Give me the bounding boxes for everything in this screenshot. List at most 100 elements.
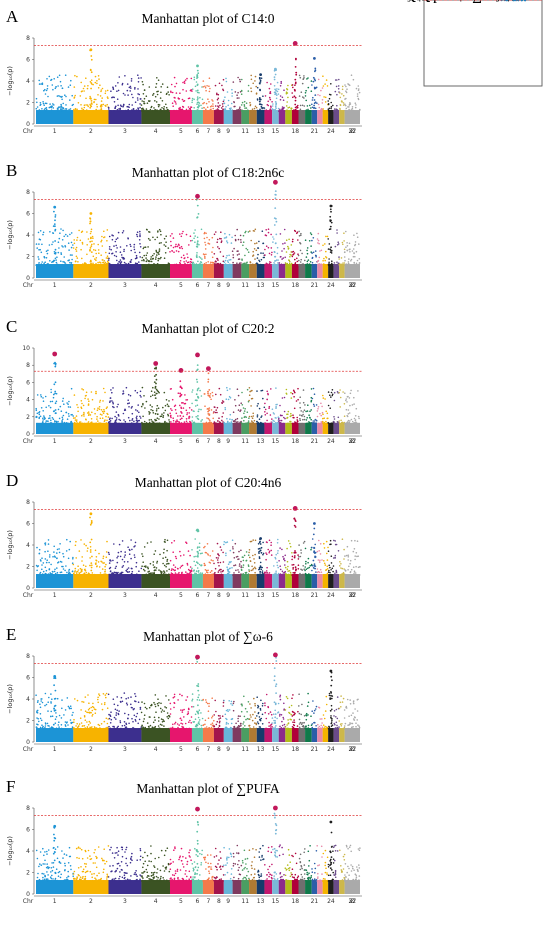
snp-point [77, 261, 79, 263]
snp-point [92, 255, 95, 258]
snp-point [92, 110, 95, 112]
snp-point [146, 252, 149, 254]
snp-point [230, 421, 233, 423]
snp-point [293, 407, 296, 410]
snp-point [55, 400, 58, 403]
snp-point [174, 85, 176, 88]
peak-point [197, 396, 200, 398]
snp-point [134, 86, 136, 89]
snp-point [343, 256, 346, 258]
snp-point [61, 263, 64, 266]
snp-point [113, 727, 116, 730]
snp-point [121, 700, 124, 703]
snp-point [119, 700, 122, 703]
snp-point [40, 103, 42, 106]
snp-point [352, 255, 355, 258]
snp-point [125, 263, 127, 265]
snp-point [127, 399, 129, 402]
chr-label: 32 [348, 128, 356, 135]
snp-point [238, 258, 241, 260]
snp-point [222, 412, 224, 414]
snp-point [134, 695, 137, 698]
snp-point [73, 718, 75, 721]
snp-point [296, 260, 299, 263]
snp-point [319, 250, 321, 252]
snp-point [245, 262, 248, 264]
snp-point [112, 698, 115, 700]
chr-block [191, 728, 203, 742]
snp-point [116, 247, 118, 249]
snp-point [350, 568, 353, 571]
snp-point [328, 107, 331, 110]
snp-point [74, 107, 77, 110]
snp-point [36, 101, 38, 104]
snp-point [238, 565, 241, 567]
snp-point [86, 711, 88, 714]
snp-point [149, 404, 152, 406]
snp-point [345, 246, 347, 248]
snp-point [254, 80, 256, 82]
snp-point [47, 249, 49, 252]
snp-point [306, 260, 309, 263]
chr-block [169, 264, 192, 278]
chr-block [241, 574, 250, 588]
snp-point [180, 709, 182, 711]
chr-block [36, 574, 74, 588]
snp-point [55, 261, 58, 264]
snp-point [139, 415, 141, 418]
snp-point [113, 716, 116, 719]
snp-point [146, 102, 149, 104]
snp-point [279, 95, 282, 97]
snp-point [345, 398, 348, 400]
snp-point [165, 695, 167, 697]
snp-point [174, 409, 177, 411]
snp-point [119, 721, 122, 724]
snp-point [65, 422, 68, 424]
snp-point [212, 261, 215, 264]
snp-point [234, 542, 237, 545]
snp-point [282, 110, 284, 112]
snp-point [267, 393, 269, 396]
snp-point [197, 727, 199, 730]
snp-point [282, 107, 285, 109]
snp-point [177, 699, 179, 701]
snp-point [333, 391, 336, 394]
snp-point [300, 549, 302, 551]
snp-point [271, 108, 274, 110]
panel-letter: C [6, 317, 17, 336]
snp-point [198, 573, 200, 575]
snp-point [177, 243, 180, 246]
snp-point [276, 90, 279, 93]
snp-point [242, 559, 245, 562]
snp-point [106, 540, 108, 543]
peak-point [258, 547, 261, 550]
snp-point [150, 704, 153, 707]
snp-point [163, 710, 165, 712]
chr-label: 7 [207, 592, 211, 599]
snp-point [106, 255, 109, 257]
snp-point [74, 417, 76, 419]
snp-point [138, 261, 140, 263]
snp-point [80, 722, 83, 724]
snp-point [126, 263, 129, 266]
snp-point [130, 259, 133, 261]
snp-point [304, 566, 307, 568]
snp-point [283, 228, 286, 231]
chr-label: 5 [179, 438, 183, 445]
snp-point [162, 574, 165, 576]
snp-point [254, 567, 257, 570]
snp-point [206, 236, 208, 239]
snp-point [312, 251, 315, 254]
snp-point [351, 404, 354, 406]
snp-point [49, 260, 51, 262]
snp-point [127, 546, 129, 548]
snp-point [101, 410, 104, 413]
snp-point [41, 724, 43, 726]
snp-point [198, 243, 200, 246]
snp-point [292, 238, 294, 241]
snp-point [310, 396, 313, 399]
snp-point [302, 110, 304, 112]
snp-point [346, 401, 348, 403]
snp-point [345, 264, 348, 266]
snp-point [311, 239, 313, 242]
